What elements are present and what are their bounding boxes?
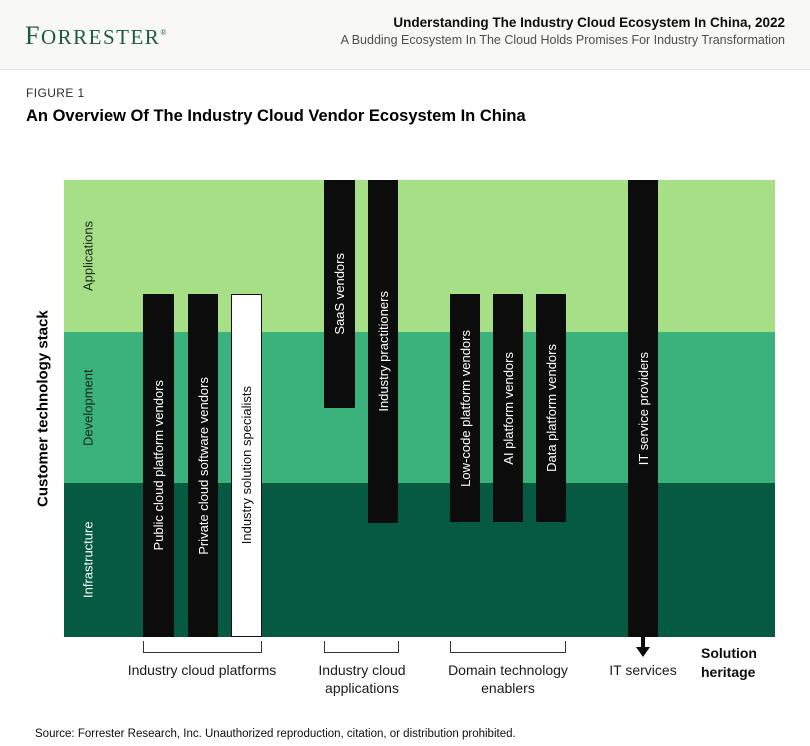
it-services-arrow-icon [636, 647, 650, 657]
report-header: FORRESTER® Understanding The Industry Cl… [0, 0, 810, 70]
group-label-domain-technology-enablers: Domain technology enablers [448, 662, 568, 696]
band-label-infrastructure: Infrastructure [80, 521, 96, 599]
vendor-bar-label: Data platform vendors [543, 344, 559, 472]
figure-label: FIGURE 1 [26, 86, 85, 100]
header-text-block: Understanding The Industry Cloud Ecosyst… [341, 14, 785, 49]
vendor-bar-label: AI platform vendors [500, 351, 516, 465]
forrester-logo: FORRESTER® [25, 21, 167, 50]
figure-title: An Overview Of The Industry Cloud Vendor… [26, 107, 526, 125]
bracket-domain-technology-enablers [450, 641, 566, 653]
source-note: Source: Forrester Research, Inc. Unautho… [35, 728, 516, 740]
solution-heritage-label: Solution heritage [701, 645, 757, 680]
vendor-bar-label: Low-code platform vendors [457, 329, 473, 487]
group-label-industry-cloud-platforms: Industry cloud platforms [127, 662, 277, 678]
logo-text: F [25, 21, 41, 50]
vendor-bar-saas-vendors: SaaS vendors [324, 180, 355, 408]
vendor-bar-label: Public cloud platform vendors [151, 380, 166, 551]
vendor-bar-ai-platform-vendors: AI platform vendors [493, 294, 523, 522]
vendor-bar-label: Private cloud software vendors [195, 376, 211, 555]
vendor-bar-label: Industry practitioners [375, 291, 391, 412]
vendor-bar-low-code-platform-vendors: Low-code platform vendors [450, 294, 480, 522]
vendor-bar-industry-practitioners: Industry practitioners [368, 180, 398, 523]
it-services-arrow-stem [641, 637, 645, 648]
band-label-development: Development [80, 369, 96, 446]
bracket-industry-cloud-platforms [143, 641, 262, 653]
report-subtitle: A Budding Ecosystem In The Cloud Holds P… [340, 33, 785, 47]
group-label-it-services: IT services [609, 662, 677, 678]
vendor-bar-label: Industry solution specialists [239, 386, 254, 545]
vendor-bar-industry-solution-specialists: Industry solution specialists [231, 294, 262, 637]
vendor-bar-label: SaaS vendors [332, 253, 347, 335]
registered-mark: ® [160, 28, 167, 37]
bracket-industry-cloud-applications [324, 641, 399, 653]
group-label-industry-cloud-applications: Industry cloud applications [318, 662, 406, 696]
y-axis-label: Customer technology stack [34, 310, 52, 507]
band-label-applications: Applications [80, 220, 96, 292]
vendor-bar-private-cloud-software-vendors: Private cloud software vendors [188, 294, 218, 637]
vendor-bar-data-platform-vendors: Data platform vendors [536, 294, 566, 522]
vendor-bar-public-cloud-platform-vendors: Public cloud platform vendors [143, 294, 174, 637]
vendor-bar-it-service-providers: IT service providers [628, 180, 658, 637]
report-title: Understanding The Industry Cloud Ecosyst… [393, 15, 785, 30]
vendor-bar-label: IT service providers [635, 351, 651, 466]
